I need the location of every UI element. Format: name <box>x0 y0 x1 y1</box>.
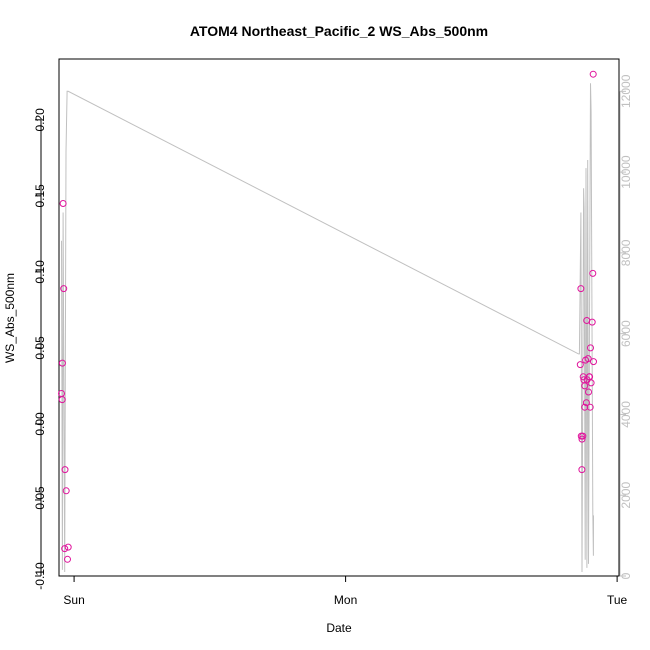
data-point <box>59 200 67 207</box>
y-left-tick-label: 0.20 <box>33 108 47 132</box>
x-tick-label: Tue <box>607 593 628 607</box>
y-right-tick-label: 8000 <box>619 239 633 266</box>
y-right-tick-label: 0 <box>619 572 633 579</box>
data-point <box>581 382 589 390</box>
y-left-tick-label: 0.00 <box>33 412 47 436</box>
y-right-tick-label: 2000 <box>619 482 633 509</box>
y-right-tick-label: 4000 <box>619 401 633 428</box>
data-point <box>588 318 596 326</box>
altitude-line <box>61 83 594 573</box>
y-right-axis: 0 2000 4000 6000 8000 10000 12000 <box>619 74 633 579</box>
y-left-tick-label: 0.10 <box>33 260 47 284</box>
data-point <box>589 269 597 277</box>
data-point <box>586 403 594 411</box>
x-tick-label: Mon <box>334 593 357 607</box>
data-point <box>576 361 584 369</box>
data-point <box>61 545 69 553</box>
data-point <box>578 466 586 474</box>
data-point <box>64 543 72 551</box>
data-point <box>64 555 71 563</box>
data-point <box>589 70 597 78</box>
data-point <box>590 358 597 366</box>
y-left-axis: -0.10 -0.05 0.00 0.05 0.10 0.15 0.20 <box>33 108 47 590</box>
data-point <box>578 435 586 443</box>
y-left-tick-label: 0.15 <box>33 184 47 208</box>
data-point <box>584 355 592 363</box>
data-point <box>577 285 585 293</box>
series-layer <box>58 70 597 573</box>
data-point <box>579 432 587 440</box>
data-point <box>587 344 594 352</box>
y-right-tick-label: 12000 <box>619 74 633 108</box>
data-point <box>60 285 68 293</box>
x-tick-label: Sun <box>63 593 84 607</box>
x-axis: Sun Mon Tue <box>63 575 628 607</box>
x-axis-label: Date <box>326 621 352 635</box>
y-left-tick-label: 0.05 <box>33 336 47 360</box>
y-left-tick-label: -0.05 <box>33 486 47 514</box>
data-point <box>587 379 595 387</box>
data-point <box>61 466 69 474</box>
data-point <box>62 487 70 495</box>
data-point <box>585 388 592 396</box>
y-right-tick-label: 6000 <box>619 320 633 347</box>
y-left-tick-label: -0.10 <box>33 562 47 590</box>
y-right-tick-label: 10000 <box>619 155 633 189</box>
chart-title: ATOM4 Northeast_Pacific_2 WS_Abs_500nm <box>190 23 488 39</box>
data-point <box>582 399 590 407</box>
data-point <box>58 359 66 367</box>
data-point <box>58 396 66 404</box>
y-axis-label: WS_Abs_500nm <box>3 273 17 363</box>
